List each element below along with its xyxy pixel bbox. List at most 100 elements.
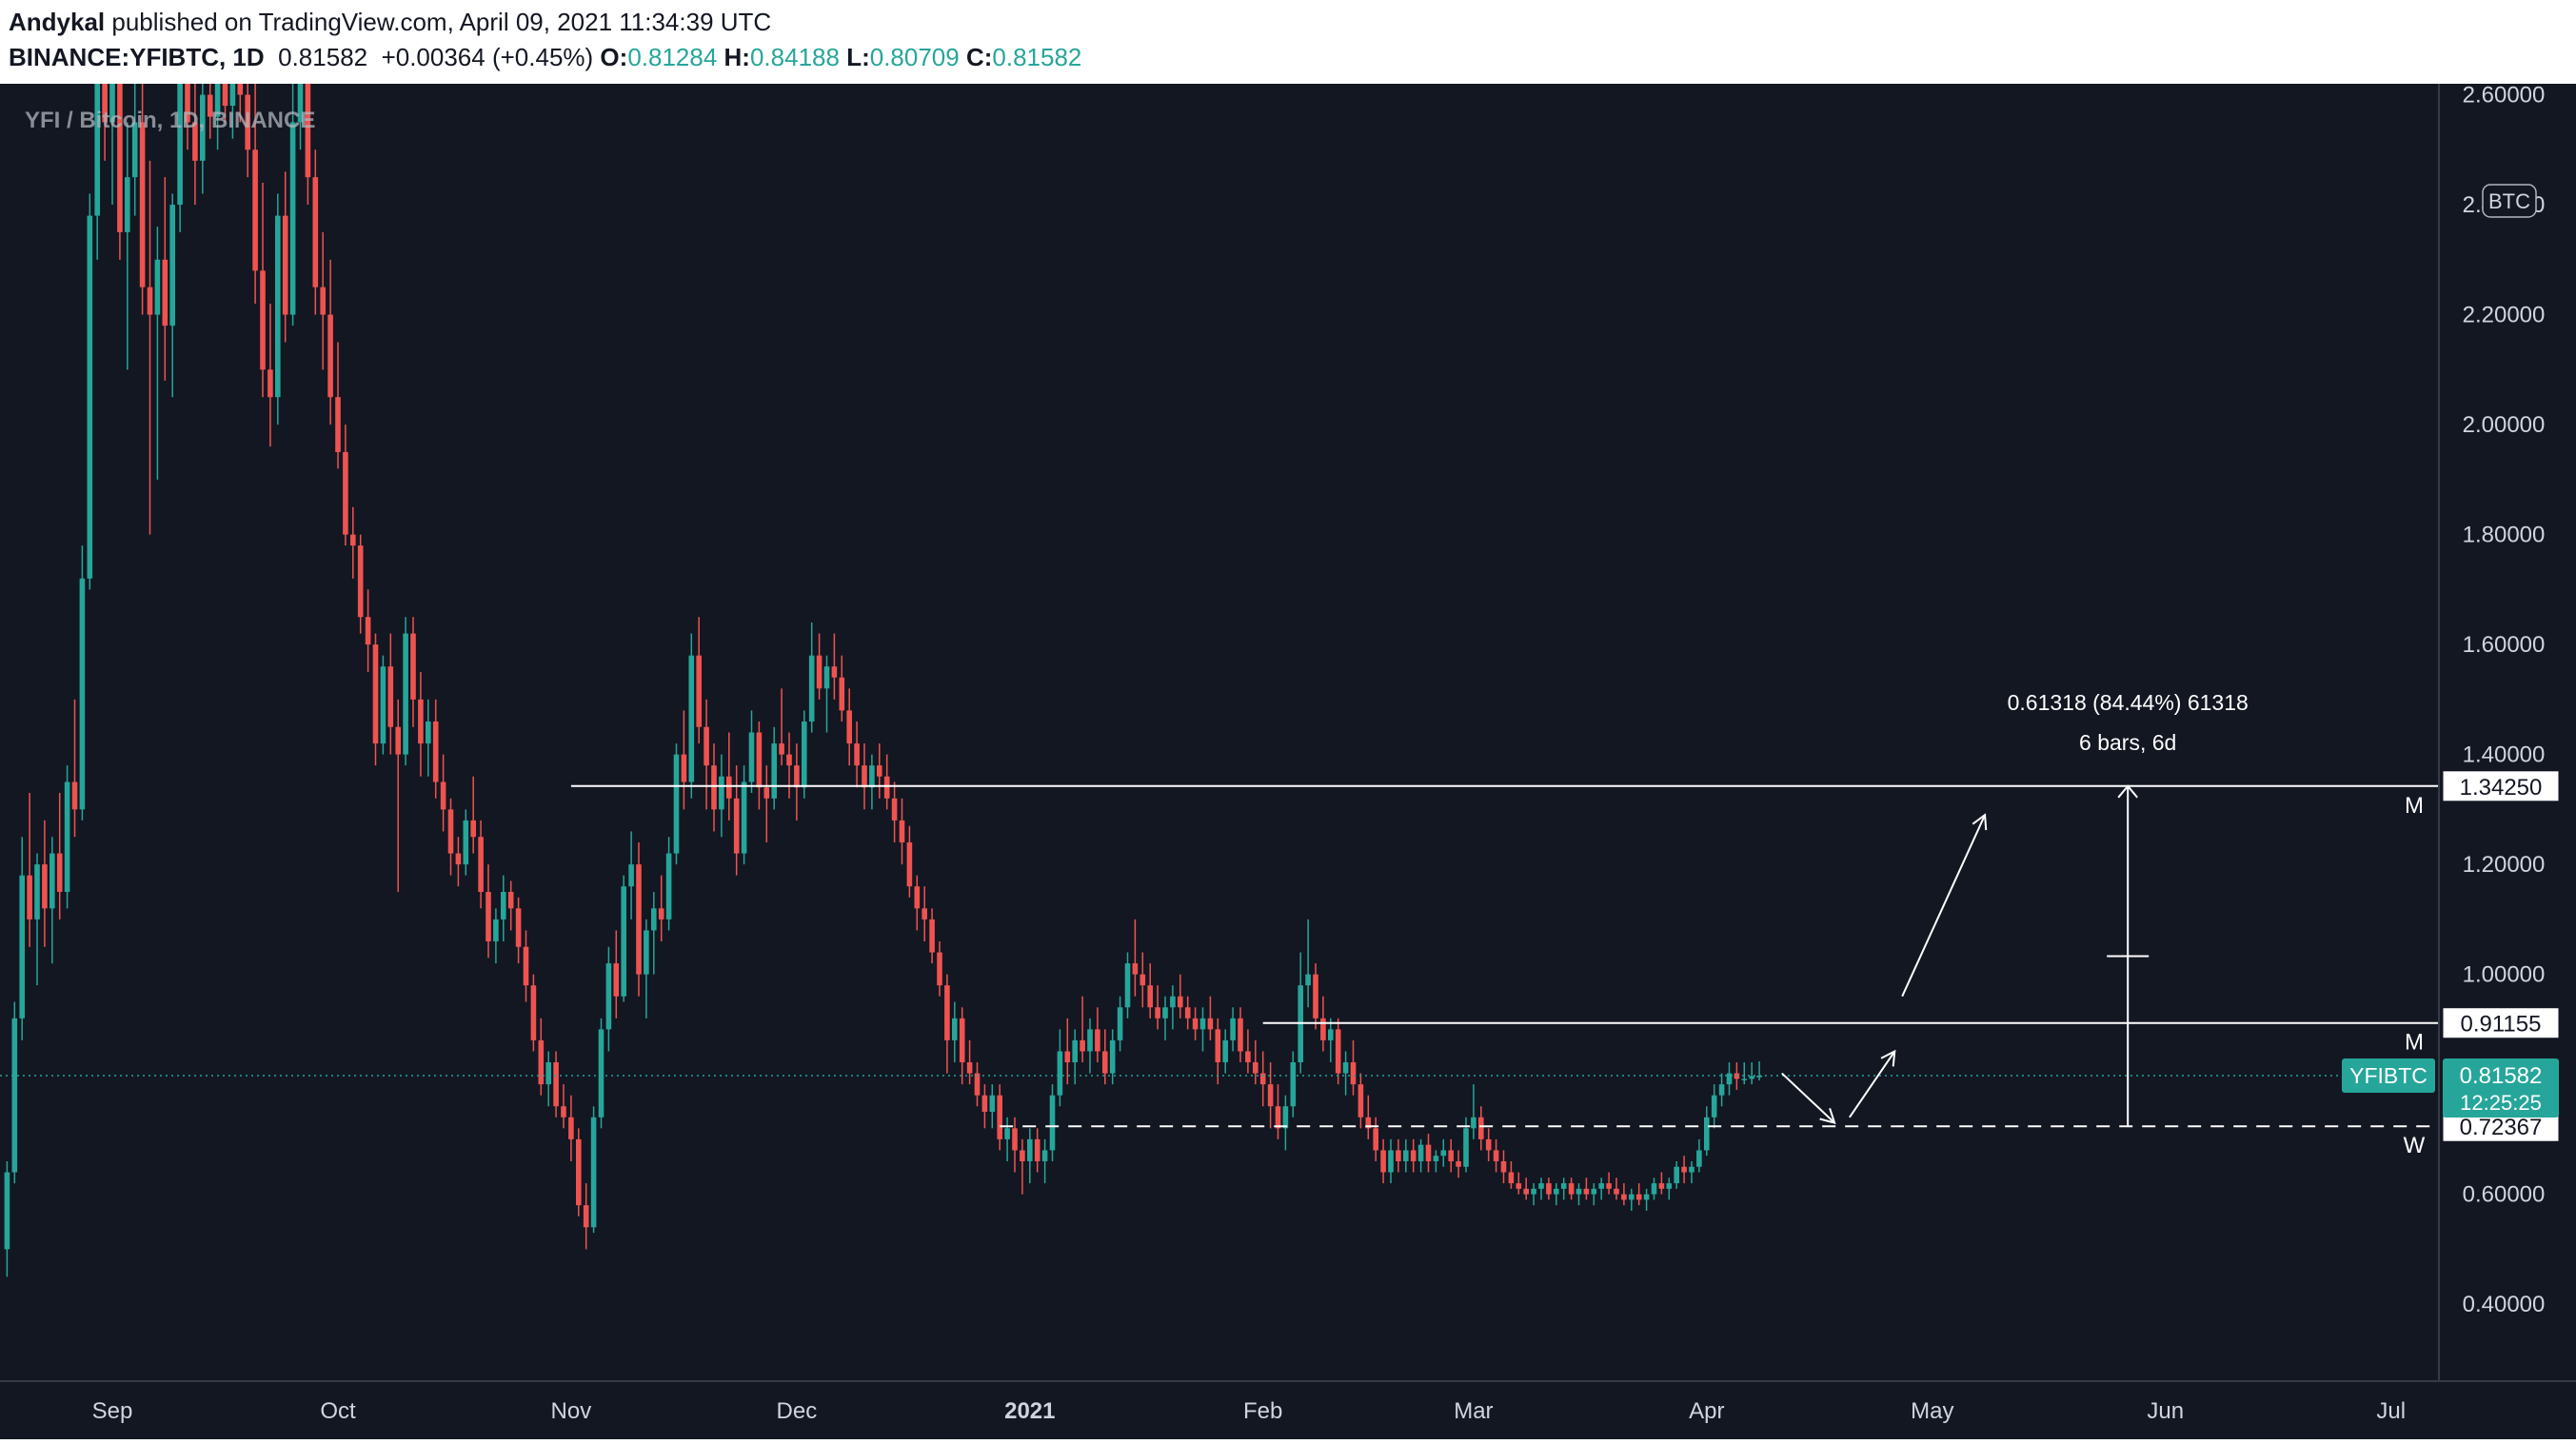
- candle-body: [779, 743, 784, 755]
- candle: [1485, 1128, 1492, 1161]
- candle: [1598, 1177, 1604, 1200]
- candle-body: [1087, 1029, 1093, 1052]
- candle: [1621, 1183, 1627, 1206]
- candle-body: [252, 149, 258, 271]
- candle: [1546, 1177, 1552, 1200]
- candle: [952, 1001, 958, 1063]
- candle-body: [688, 655, 695, 782]
- candle-body: [869, 765, 875, 788]
- candle-body: [268, 369, 273, 398]
- candle-body: [1109, 1039, 1116, 1074]
- candle-body: [1651, 1183, 1657, 1195]
- arrow-head: [1880, 1049, 1896, 1067]
- price-axis-bg[interactable]: [2439, 84, 2576, 1439]
- candle-body: [372, 644, 379, 744]
- y-tick-label: 1.80000: [2463, 523, 2546, 548]
- candle-body: [1328, 1029, 1334, 1040]
- candle: [1433, 1150, 1439, 1173]
- level-marker: W: [2404, 1133, 2426, 1158]
- measure-arrowhead: [2117, 784, 2138, 799]
- candle-body: [1064, 1051, 1071, 1063]
- author-name[interactable]: Andykal: [9, 8, 106, 36]
- candle-body: [365, 617, 371, 645]
- candle-body: [937, 952, 942, 986]
- candle-body: [1253, 1062, 1258, 1074]
- x-tick-label: Feb: [1243, 1398, 1282, 1424]
- candle: [1184, 996, 1191, 1030]
- level-price-label-box: [2442, 770, 2560, 802]
- projection-arrow[interactable]: [1781, 1072, 1836, 1124]
- candle-body: [1012, 1128, 1018, 1151]
- currency-badge-box: [2482, 184, 2537, 218]
- candle: [1614, 1177, 1619, 1200]
- level-price-label[interactable]: 1.34250: [2442, 770, 2560, 802]
- candle-body: [944, 985, 950, 1040]
- candle: [1635, 1183, 1642, 1206]
- candle-body: [463, 820, 469, 865]
- candle-body: [1184, 1007, 1191, 1019]
- candle: [1471, 1084, 1476, 1139]
- candle-body: [1485, 1138, 1492, 1151]
- candle: [1020, 1138, 1025, 1195]
- candle-body: [380, 666, 386, 744]
- candle-body: [387, 666, 394, 727]
- candle-body: [1162, 1007, 1168, 1019]
- candle: [846, 688, 852, 766]
- projection-arrow[interactable]: [1901, 813, 1988, 998]
- candle: [1523, 1177, 1529, 1200]
- candle: [50, 837, 55, 964]
- level-price-label[interactable]: 0.91155: [2442, 1007, 2560, 1039]
- candle-body: [1583, 1188, 1590, 1195]
- symbol-tag[interactable]: YFIBTC: [2342, 1058, 2435, 1093]
- symbol-label: BINANCE:YFIBTC, 1D: [9, 43, 265, 71]
- candle: [1178, 974, 1183, 1019]
- candle-body: [1139, 974, 1146, 986]
- ohlc-line: BINANCE:YFIBTC, 1D 0.81582 +0.00364 (+0.…: [9, 43, 1081, 72]
- candle: [839, 655, 845, 722]
- candle-body: [237, 61, 244, 95]
- candle-body: [583, 1205, 589, 1228]
- candle-body: [1696, 1150, 1702, 1167]
- candle: [1253, 1039, 1258, 1085]
- candle-body: [1440, 1150, 1447, 1157]
- candle-body: [1020, 1150, 1025, 1161]
- candle: [1606, 1172, 1612, 1195]
- candle: [1207, 996, 1214, 1040]
- y-tick-label: 0.60000: [2463, 1182, 2546, 1208]
- candle: [64, 765, 70, 909]
- candle: [891, 781, 898, 843]
- candle: [335, 342, 341, 469]
- candle: [696, 617, 702, 744]
- candle-body: [839, 677, 845, 711]
- projection-arrow[interactable]: [1849, 1049, 1896, 1118]
- candle: [515, 897, 522, 964]
- candle: [177, 50, 183, 232]
- candle: [4, 1160, 10, 1277]
- candle: [561, 1084, 566, 1129]
- bar-countdown: 12:25:25: [2460, 1091, 2542, 1115]
- candle: [1674, 1160, 1679, 1189]
- candle: [343, 425, 348, 546]
- candle: [1124, 952, 1131, 1019]
- candle-body: [507, 891, 514, 909]
- candle-body: [1508, 1172, 1515, 1184]
- candle-body: [1095, 1029, 1100, 1052]
- arrow-head: [1819, 1108, 1836, 1124]
- candle-body: [1170, 996, 1176, 1008]
- candle-body: [1290, 1062, 1297, 1107]
- currency-badge[interactable]: BTC: [2482, 184, 2537, 218]
- candle-body: [1666, 1183, 1673, 1189]
- candle: [1508, 1160, 1515, 1189]
- candle: [711, 743, 717, 832]
- candle-body: [802, 721, 807, 788]
- candle-body: [1674, 1166, 1679, 1184]
- candle-body: [1222, 1039, 1228, 1063]
- candle-body: [576, 1138, 582, 1206]
- candle-body: [929, 919, 935, 953]
- candle-body: [553, 1062, 559, 1107]
- candle-body: [1621, 1194, 1627, 1200]
- candle: [553, 1051, 559, 1118]
